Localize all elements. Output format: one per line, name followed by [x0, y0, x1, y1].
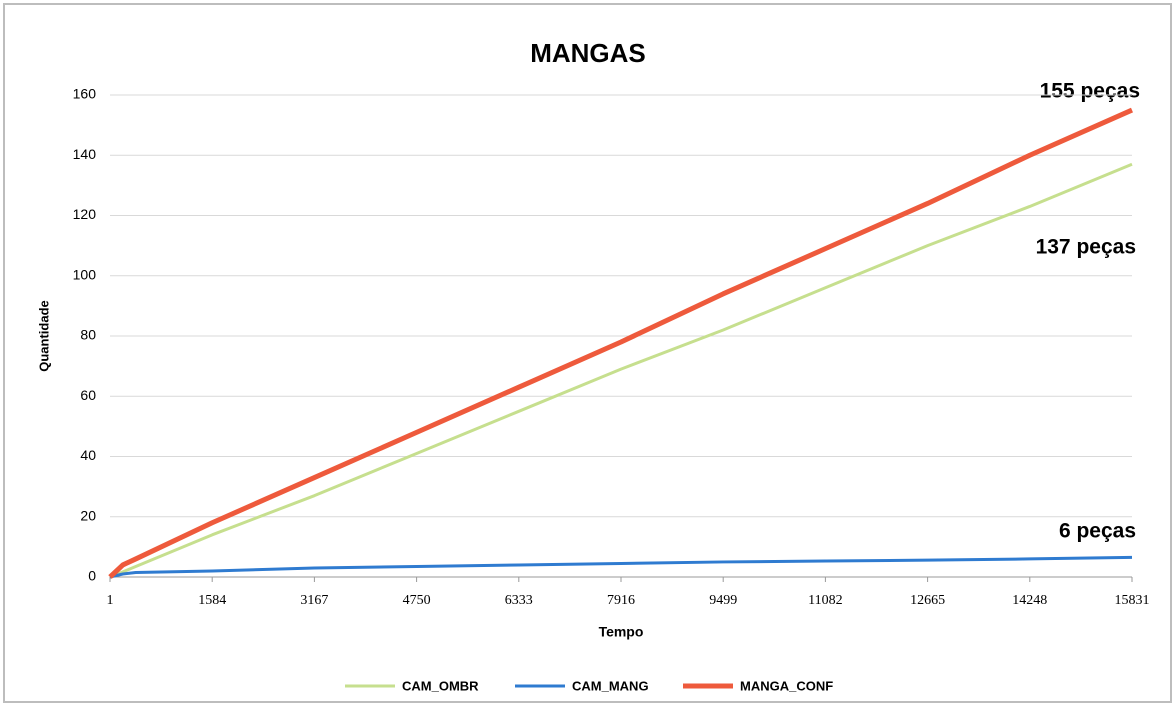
y-tick-label: 80	[80, 327, 96, 343]
y-tick-label: 20	[80, 507, 96, 523]
annotation: 6 peças	[1059, 520, 1136, 543]
x-tick-label: 11082	[808, 593, 842, 608]
legend-label: CAM_OMBR	[402, 678, 479, 693]
x-tick-label: 4750	[403, 593, 431, 608]
x-tick-label: 3167	[300, 593, 328, 608]
series-line	[109, 162, 1133, 579]
legend-label: CAM_MANG	[572, 678, 649, 693]
legend-label: MANGA_CONF	[740, 678, 833, 693]
x-tick-label: 1	[107, 593, 114, 608]
y-tick-label: 100	[73, 266, 97, 282]
x-axis-title: Tempo	[599, 624, 644, 640]
x-tick-label: 6333	[505, 593, 533, 608]
chart-title: MANGAS	[530, 38, 646, 68]
x-tick-label: 7916	[607, 593, 635, 608]
y-tick-label: 160	[73, 86, 97, 102]
x-tick-label: 12665	[910, 593, 945, 608]
y-axis-title: Quantidade	[36, 300, 51, 372]
series-line	[108, 107, 1134, 579]
y-tick-label: 120	[73, 206, 97, 222]
x-tick-label: 9499	[709, 593, 737, 608]
x-tick-label: 14248	[1012, 593, 1047, 608]
annotation: 155 peças	[1040, 80, 1140, 103]
x-tick-label: 15831	[1115, 593, 1150, 608]
y-tick-label: 140	[73, 146, 97, 162]
x-tick-label: 1584	[198, 593, 226, 608]
series-line	[109, 555, 1133, 579]
annotation: 137 peças	[1036, 236, 1136, 259]
y-tick-label: 60	[80, 387, 96, 403]
y-tick-label: 40	[80, 447, 96, 463]
chart-frame	[3, 3, 1172, 703]
y-tick-label: 0	[88, 568, 96, 584]
